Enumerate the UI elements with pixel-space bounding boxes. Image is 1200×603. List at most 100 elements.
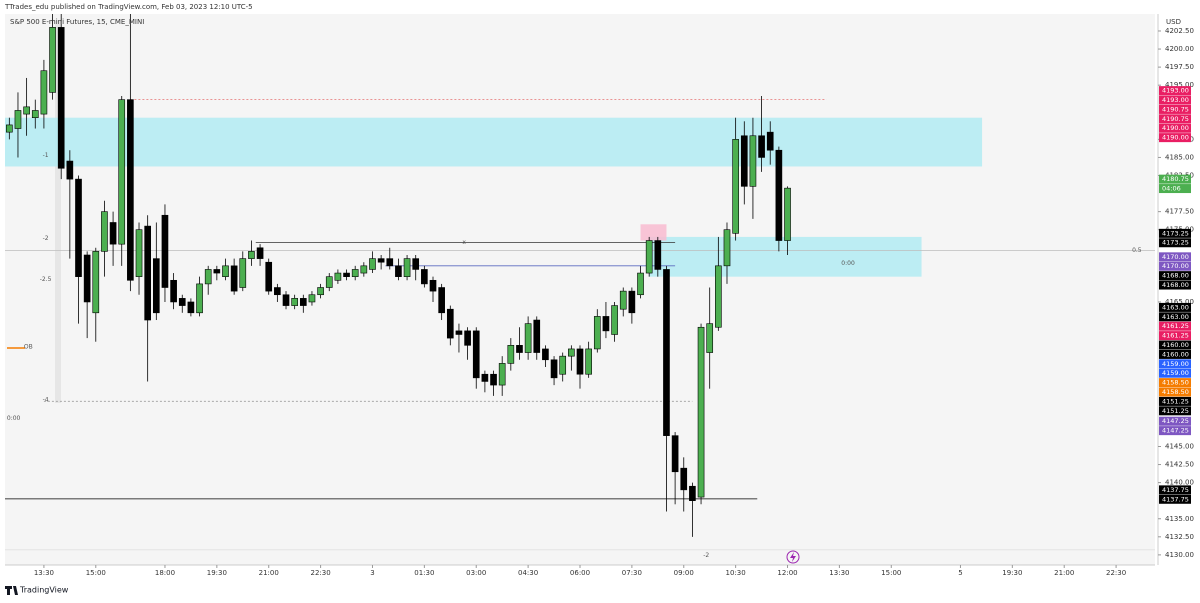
candle-body — [593, 316, 601, 350]
price-badge-label: 4151.25 — [1162, 407, 1189, 415]
price-badge — [1159, 359, 1191, 369]
price-badge — [1159, 406, 1191, 416]
price-badge — [1159, 104, 1191, 114]
x-tick-label: 15:00 — [86, 569, 106, 577]
y-tick-label: 4200.00 — [1165, 45, 1194, 53]
candle-body — [732, 139, 739, 234]
price-badge — [1159, 184, 1191, 194]
annotation: -4 — [43, 397, 49, 404]
candle-body — [239, 258, 247, 288]
price-badge-label: 4161.25 — [1162, 332, 1189, 340]
x-tick-label: 01:30 — [414, 569, 434, 577]
candle-body — [550, 359, 558, 379]
y-tick-label: 4142.50 — [1165, 461, 1194, 469]
candle-body — [421, 269, 428, 285]
candle-body — [187, 301, 195, 314]
price-badge-label: 4137.75 — [1162, 495, 1189, 503]
candle-body — [740, 135, 748, 187]
price-badge — [1159, 95, 1191, 105]
candle-body — [256, 247, 264, 259]
candle-body — [663, 269, 670, 436]
candle-body — [135, 229, 143, 277]
candle-body — [386, 258, 394, 267]
event-icon[interactable] — [786, 550, 800, 564]
price-badge — [1159, 238, 1191, 248]
candle-body — [576, 348, 584, 375]
candle-body — [680, 467, 688, 491]
candle-body — [248, 251, 255, 259]
candle-body — [481, 373, 489, 382]
zone — [640, 224, 667, 241]
price-badge-label: 4193.00 — [1162, 87, 1189, 95]
y-tick-label: 4195.00 — [1165, 81, 1194, 89]
y-tick-label: 4140.00 — [1165, 479, 1194, 487]
price-badge — [1159, 271, 1191, 281]
price-badge-label: 4173.25 — [1162, 239, 1189, 247]
candle-body — [66, 160, 74, 180]
candle-body — [152, 258, 160, 314]
price-badge-label: 4151.25 — [1162, 397, 1189, 405]
price-badge-label: 4158.50 — [1162, 379, 1189, 387]
candle-body — [282, 294, 290, 306]
candle-body — [446, 308, 454, 339]
candle-body — [784, 187, 791, 241]
price-badge — [1159, 261, 1191, 271]
annotation: 0:00 — [7, 415, 21, 422]
price-badge — [1159, 368, 1191, 378]
candle-body — [775, 149, 783, 241]
price-badge-label: 4159.00 — [1162, 369, 1189, 377]
candle-body — [697, 326, 705, 498]
candle-body — [472, 330, 480, 379]
candle-body — [222, 265, 229, 277]
plot-background — [5, 14, 1155, 565]
price-badge-label: 4163.00 — [1162, 303, 1189, 311]
price-badge-label: 04:06 — [1162, 185, 1181, 193]
publisher: TTrades_edu published on TradingView.com… — [4, 3, 253, 11]
price-badge-label: 4147.25 — [1162, 427, 1189, 435]
candle-body — [83, 254, 91, 303]
annotation: -1 — [43, 152, 49, 159]
x-tick-label: 03:00 — [466, 569, 486, 577]
y-tick-label: 4185.00 — [1165, 153, 1194, 161]
y-tick-label: 4130.00 — [1165, 551, 1194, 559]
price-badge-label: 4137.75 — [1162, 486, 1189, 494]
x-tick-label: 13:30 — [829, 569, 849, 577]
x-tick-label: 07:30 — [622, 569, 642, 577]
x-tick-label: 12:00 — [777, 569, 797, 577]
candle-body — [568, 348, 575, 357]
candle-body — [455, 330, 463, 335]
price-badge-label: 4159.00 — [1162, 360, 1189, 368]
candle-body — [637, 272, 644, 296]
x-tick-label: 22:30 — [1106, 569, 1126, 577]
candle-body — [161, 214, 169, 288]
x-tick-label: 21:00 — [259, 569, 279, 577]
candle-body — [723, 229, 731, 267]
candle-body — [351, 269, 359, 277]
candle-body — [403, 258, 411, 277]
x-tick-label: 19:30 — [1002, 569, 1022, 577]
price-badge — [1159, 416, 1191, 426]
price-badge — [1159, 133, 1191, 143]
x-tick-label: 06:00 — [570, 569, 590, 577]
candle-body — [317, 287, 324, 296]
candle-body — [464, 330, 471, 346]
price-badge-label: 4158.50 — [1162, 388, 1189, 396]
chart-title: S&P 500 E-mini Futures, 15, CME_MINI — [10, 18, 144, 26]
price-badge-label: 4180.75 — [1162, 175, 1189, 183]
candle-body — [671, 435, 679, 473]
candle-body — [611, 305, 618, 335]
candle-body — [196, 283, 203, 314]
candle-body — [127, 99, 134, 281]
candle-body — [377, 258, 385, 263]
annotation: OB — [24, 343, 33, 350]
candle-body — [291, 298, 298, 306]
x-tick-label: 09:00 — [674, 569, 694, 577]
x-tick-label: 19:30 — [207, 569, 227, 577]
price-badge-label: 4161.25 — [1162, 322, 1189, 330]
x-tick-label: 18:00 — [155, 569, 175, 577]
candle-body — [524, 323, 532, 353]
price-badge-label: 4170.00 — [1162, 253, 1189, 261]
candle-body — [5, 124, 13, 133]
candle-body — [230, 265, 238, 292]
